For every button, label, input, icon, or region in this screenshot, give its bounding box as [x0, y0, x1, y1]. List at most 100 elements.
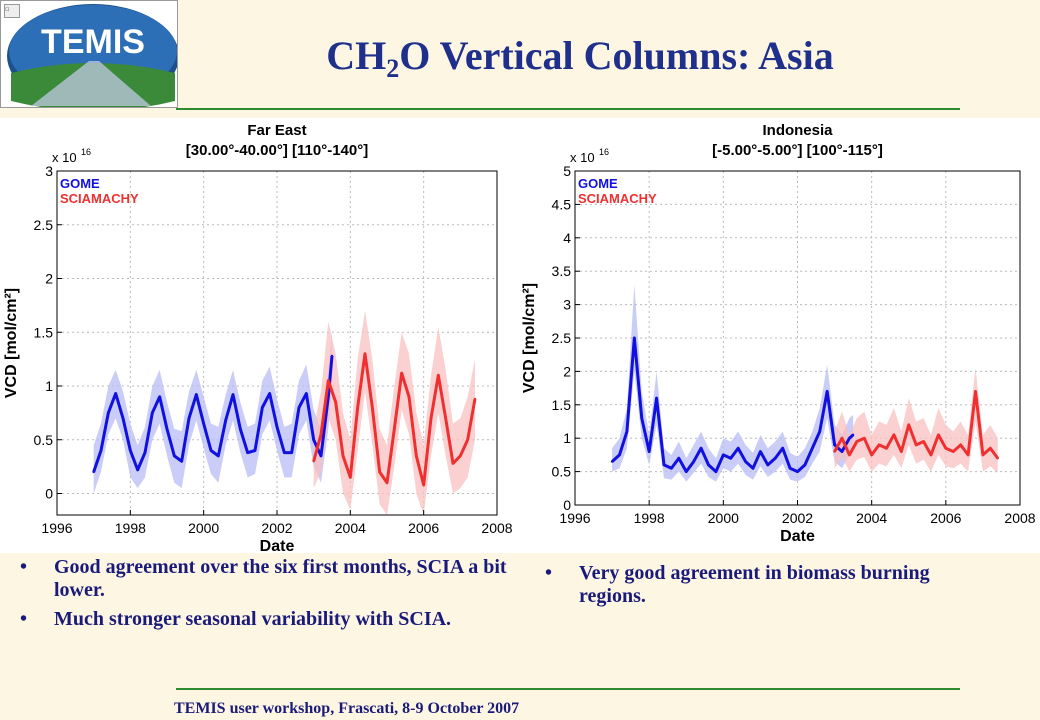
data-point	[444, 417, 447, 420]
y-axis-label: VCD [mol/cm²]	[3, 288, 20, 398]
chart-subtitle: [30.00°-40.00°] [110°-140°]	[186, 142, 368, 159]
right-bullets: • Very good agreement in biomass burning …	[545, 562, 985, 614]
data-point	[330, 354, 334, 358]
series-line-gome	[611, 336, 855, 474]
top-divider	[176, 108, 960, 110]
data-point	[341, 454, 345, 458]
data-point	[670, 467, 673, 470]
legend-entry-gome: GOME	[578, 176, 618, 191]
y-tick-label: 1.5	[552, 397, 572, 413]
chart-subtitle: [-5.00°-5.00°] [100°-115°]	[712, 142, 883, 159]
data-point	[312, 460, 315, 463]
x-axis-label: Date	[260, 538, 295, 553]
y-tick-label: 0.5	[34, 432, 54, 448]
legend-entry-sciamachy: SCIAMACHY	[578, 191, 657, 206]
data-point	[981, 453, 985, 457]
data-point	[655, 396, 658, 400]
x-tick-label: 1996	[41, 520, 72, 536]
data-point	[393, 427, 396, 431]
data-point	[187, 417, 191, 420]
data-point	[759, 450, 762, 453]
y-tick-label: 1.5	[34, 324, 54, 340]
y-tick-label: 5	[563, 163, 571, 179]
data-point	[327, 395, 330, 398]
series-band-gome	[612, 284, 854, 482]
x-tick-label: 2008	[1004, 510, 1035, 526]
data-point	[121, 417, 125, 420]
data-point	[833, 450, 836, 453]
data-point	[781, 447, 784, 450]
series-band-sciamachy	[313, 310, 475, 515]
data-point	[283, 451, 286, 454]
data-point	[692, 460, 695, 463]
data-point	[107, 411, 110, 415]
y-tick-label: 4.5	[552, 196, 572, 212]
y-tick-label: 2	[45, 271, 53, 287]
x-tick-label: 2000	[708, 510, 739, 526]
bullet-item: • Good agreement over the six first month…	[20, 556, 507, 601]
data-point	[451, 462, 455, 465]
x-tick-label: 2008	[481, 520, 512, 536]
x-tick-label: 1998	[115, 520, 146, 536]
temis-logo-graphic: TEMIS	[7, 4, 177, 107]
data-point	[959, 443, 962, 447]
data-point	[699, 447, 703, 450]
data-point	[165, 427, 169, 431]
data-point	[751, 467, 755, 470]
data-point	[937, 433, 940, 437]
data-point	[327, 379, 330, 382]
data-point	[319, 433, 323, 436]
data-point	[714, 470, 718, 473]
x-tick-label: 2004	[856, 510, 887, 526]
data-point	[610, 460, 614, 463]
data-point	[151, 411, 154, 415]
data-point	[143, 451, 147, 454]
y-tick-label: 3	[563, 297, 571, 313]
data-point	[378, 470, 381, 474]
y-tick-label: 2.5	[552, 330, 572, 346]
data-point	[707, 463, 710, 467]
data-point	[202, 422, 205, 425]
data-point	[952, 450, 955, 453]
bullet-item: • Very good agreement in biomass burning …	[545, 562, 930, 607]
data-point	[885, 447, 888, 450]
chart-indonesia: Indonesia [-5.00°-5.00°] [100°-115°] 1996 1…	[521, 122, 1036, 545]
data-point	[892, 433, 896, 437]
data-point	[466, 438, 469, 441]
data-point	[239, 427, 242, 431]
data-point	[914, 443, 918, 447]
y-tick-label: 0	[563, 497, 571, 513]
data-point	[253, 449, 257, 452]
data-point	[224, 419, 227, 422]
data-point	[766, 463, 770, 467]
data-point	[290, 451, 293, 454]
y-axis-label: VCD [mol/cm²]	[521, 283, 538, 393]
data-point	[944, 447, 948, 450]
slide-title: CH2O Vertical Columns: Asia	[326, 33, 834, 83]
data-point	[305, 392, 308, 395]
y-scale-exponent: 16	[81, 147, 91, 157]
data-point	[966, 453, 970, 457]
y-tick-label: 1	[563, 430, 571, 446]
data-point	[996, 457, 999, 460]
y-tick-label: 3	[45, 163, 53, 179]
data-point	[796, 470, 799, 473]
y-tick-label: 0	[45, 486, 53, 502]
data-point	[989, 447, 992, 450]
y-tick-label: 2.5	[34, 217, 54, 233]
x-tick-label: 2006	[408, 520, 439, 536]
data-point	[851, 433, 855, 437]
data-point	[319, 454, 323, 458]
data-point	[180, 460, 183, 463]
data-point	[833, 443, 836, 447]
data-point	[848, 437, 851, 440]
data-point	[633, 336, 636, 340]
data-point	[811, 447, 814, 450]
data-point	[907, 423, 910, 427]
data-point	[136, 468, 139, 472]
data-point	[422, 483, 425, 487]
data-point	[900, 450, 903, 453]
data-point	[929, 453, 933, 457]
logo-text: TEMIS	[41, 23, 145, 61]
data-point	[173, 454, 176, 458]
